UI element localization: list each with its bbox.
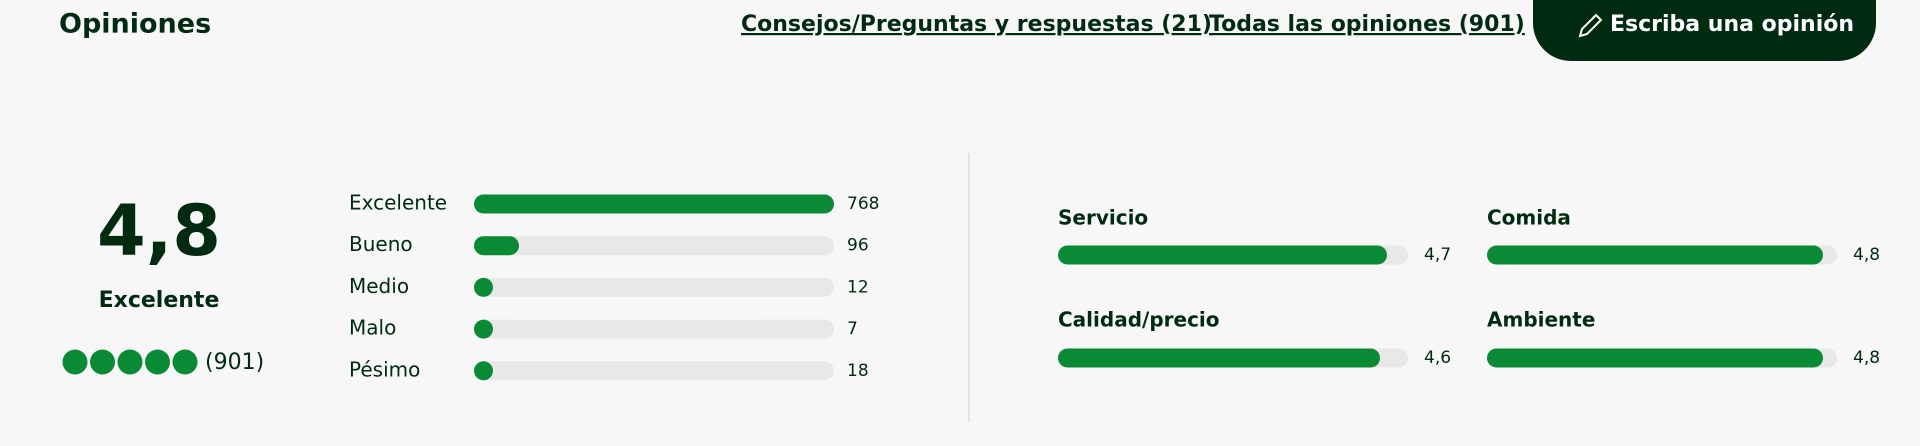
bar — [474, 194, 834, 214]
distribution-count: 18 — [847, 361, 869, 381]
bar — [474, 277, 493, 297]
distribution-count: 96 — [847, 236, 869, 256]
rating-dot — [117, 349, 143, 375]
write-review-button[interactable]: Escriba una opinión — [1533, 0, 1876, 61]
distribution-label: Malo — [349, 316, 396, 340]
bar-track — [474, 361, 834, 381]
rating-dots — [62, 349, 198, 375]
distribution-label: Medio — [349, 274, 409, 298]
review-count: (901) — [205, 350, 264, 375]
subrating-score: 4,8 — [1853, 245, 1880, 265]
rating-dot — [90, 349, 115, 375]
rating-dot — [145, 349, 170, 375]
bar — [1487, 245, 1823, 265]
subrating-score: 4,8 — [1853, 348, 1880, 368]
bar — [1058, 348, 1380, 368]
subrating-label: Servicio — [1058, 206, 1148, 230]
bar — [1058, 245, 1387, 265]
subrating-label: Comida — [1487, 206, 1571, 230]
bar-track — [474, 319, 834, 339]
subrating-score: 4,6 — [1424, 348, 1451, 368]
bar — [474, 236, 519, 256]
button-bg[interactable] — [1533, 0, 1876, 61]
bar — [474, 319, 493, 339]
distribution-count: 768 — [847, 194, 879, 214]
distribution-count: 7 — [847, 319, 858, 339]
distribution-count: 12 — [847, 277, 869, 297]
rating-text: Excelente — [99, 288, 220, 313]
section-title: Opiniones — [59, 9, 211, 40]
bar-track — [474, 277, 834, 297]
distribution-label: Bueno — [349, 232, 413, 256]
rating-dot — [172, 349, 198, 375]
pencil-icon — [1578, 13, 1603, 38]
bar — [474, 361, 493, 381]
bar-track — [474, 236, 834, 256]
subrating-label: Ambiente — [1487, 308, 1595, 332]
distribution-label: Excelente — [349, 191, 447, 215]
button-label[interactable]: Escriba una opinión — [1610, 12, 1854, 37]
bar — [1487, 348, 1823, 368]
subrating-label: Calidad/precio — [1058, 308, 1220, 332]
subrating-score: 4,7 — [1424, 245, 1451, 265]
tips-link[interactable]: Consejos/Preguntas y respuestas (21) — [741, 12, 1212, 37]
overall-rating: 4,8 — [97, 190, 221, 272]
all-reviews-link[interactable]: Todas las opiniones (901) — [1209, 12, 1525, 37]
distribution-label: Pésimo — [349, 357, 420, 381]
rating-dot — [62, 349, 88, 375]
